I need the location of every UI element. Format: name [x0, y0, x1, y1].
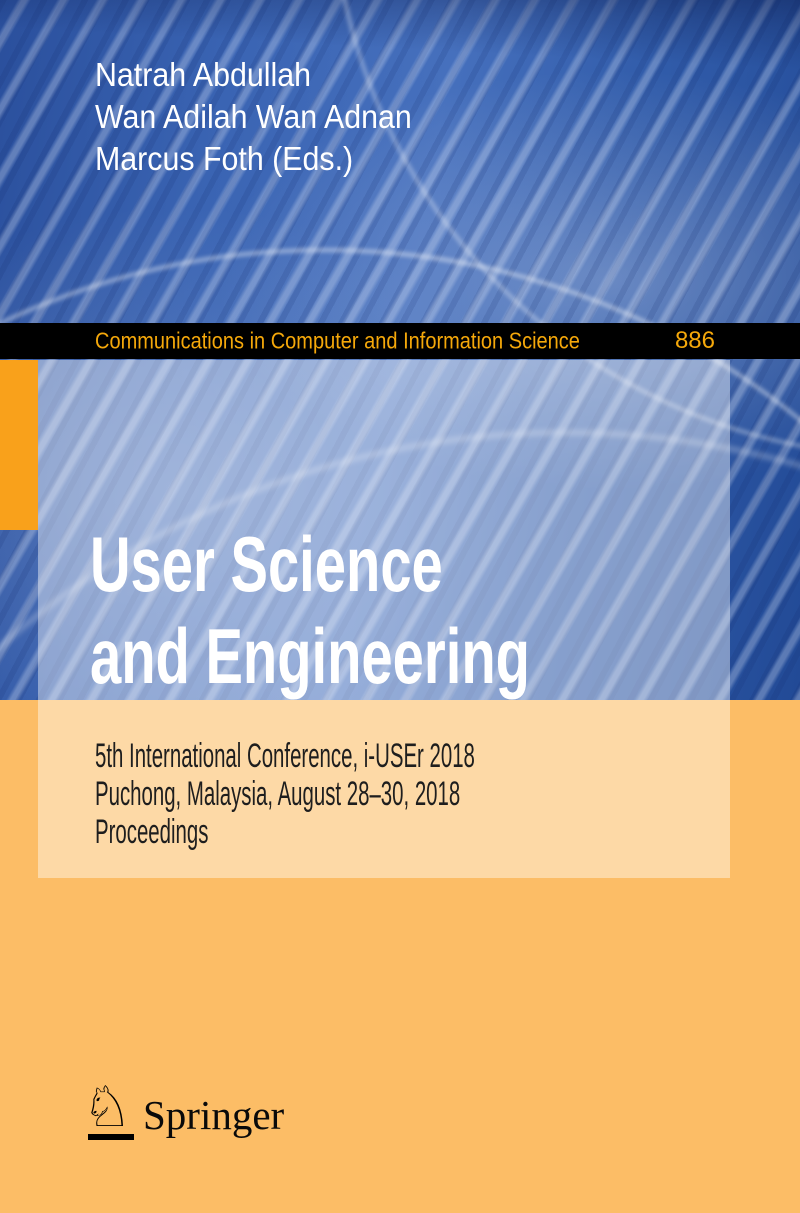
cover-bottom-background — [0, 700, 800, 1213]
title-line: and Engineering — [90, 612, 530, 700]
series-strip: Communications in Computer and Informati… — [0, 323, 800, 359]
authors-block: Natrah Abdullah Wan Adilah Wan Adnan Mar… — [95, 54, 412, 180]
publisher-name: Springer — [143, 1092, 285, 1138]
subtitle-line: Proceedings — [95, 813, 209, 851]
subtitle-line: Puchong, Malaysia, August 28–30, 2018 — [95, 775, 461, 813]
book-title: User Science and Engineering — [90, 518, 530, 702]
orange-side-tab — [0, 360, 38, 530]
author-line: Marcus Foth (Eds.) — [95, 140, 354, 177]
title-panel — [38, 360, 730, 878]
springer-horse-icon: ♘ — [82, 1075, 133, 1140]
author-line: Wan Adilah Wan Adnan — [95, 98, 412, 135]
series-name: Communications in Computer and Informati… — [95, 327, 580, 354]
series-volume-number: 886 — [674, 327, 715, 354]
book-subtitle: 5th International Conference, i-USEr 201… — [95, 737, 475, 851]
author-line: Natrah Abdullah — [95, 56, 312, 93]
logo-baseline-bar — [88, 1134, 134, 1140]
title-line: User Science — [90, 520, 443, 608]
subtitle-line: 5th International Conference, i-USEr 201… — [95, 737, 475, 775]
